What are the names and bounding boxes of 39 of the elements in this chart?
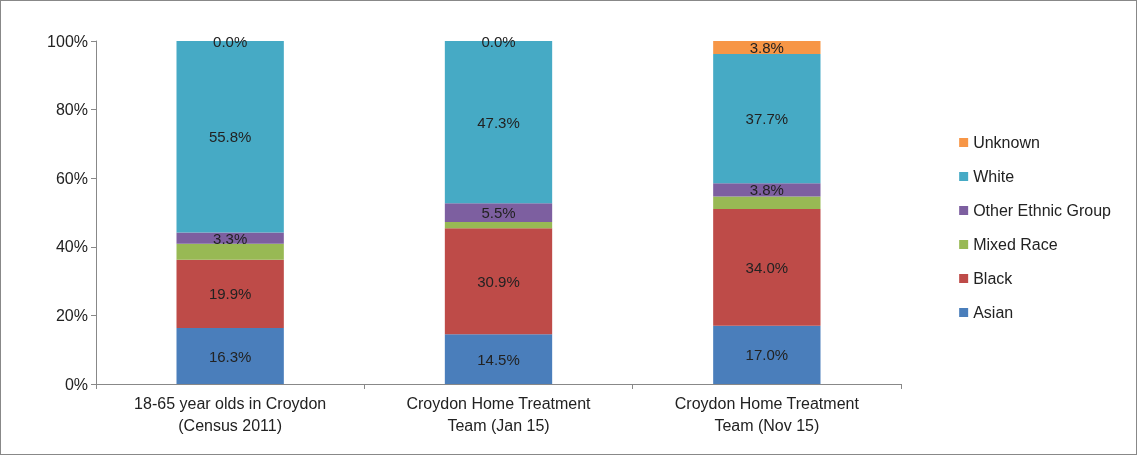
legend-label: Other Ethnic Group <box>973 202 1112 219</box>
y-tick-label: 0% <box>64 375 88 393</box>
data-label: 55.8% <box>208 128 252 146</box>
data-label: 30.9% <box>477 272 520 290</box>
bar <box>176 328 284 384</box>
data-label: 3.3% <box>213 229 248 247</box>
legend-label: Mixed Race <box>973 236 1058 253</box>
data-label: 3.8% <box>749 39 784 57</box>
data-label: 34.0% <box>745 258 789 276</box>
bar <box>176 243 284 260</box>
x-tick-label: 18-65 year olds in Croydon (Census 2011) <box>134 394 327 434</box>
bar <box>444 222 553 229</box>
y-tick-label: 80% <box>55 101 88 119</box>
bar <box>444 228 553 335</box>
y-tick-label: 60% <box>55 169 88 187</box>
bar <box>713 54 821 184</box>
legend-label: Black <box>973 270 1014 287</box>
x-tick-label: Croydon Home Treatment Team (Jan 15) <box>406 394 592 434</box>
legend-label: Unknown <box>973 134 1040 151</box>
bar <box>713 325 821 384</box>
data-label: 16.3% <box>208 347 252 365</box>
data-label: 19.9% <box>208 285 252 303</box>
bar <box>444 334 553 384</box>
legend-label: White <box>973 168 1015 185</box>
data-label: 37.7% <box>745 110 789 128</box>
legend-label: Asian <box>973 304 1014 321</box>
data-label: 17.0% <box>745 346 789 364</box>
bar <box>176 259 284 329</box>
bar <box>713 209 821 326</box>
y-tick-label: 100% <box>47 32 88 50</box>
bar <box>713 196 821 210</box>
data-label: 3.8% <box>749 181 784 199</box>
y-tick-label: 40% <box>55 238 88 256</box>
bar <box>444 203 553 223</box>
x-tick-label: Croydon Home Treatment Team (Nov 15) <box>674 394 860 434</box>
data-label: 47.3% <box>477 113 520 131</box>
data-label: 5.5% <box>481 204 516 222</box>
data-label: 14.5% <box>477 350 520 368</box>
y-tick-label: 20% <box>55 306 88 324</box>
